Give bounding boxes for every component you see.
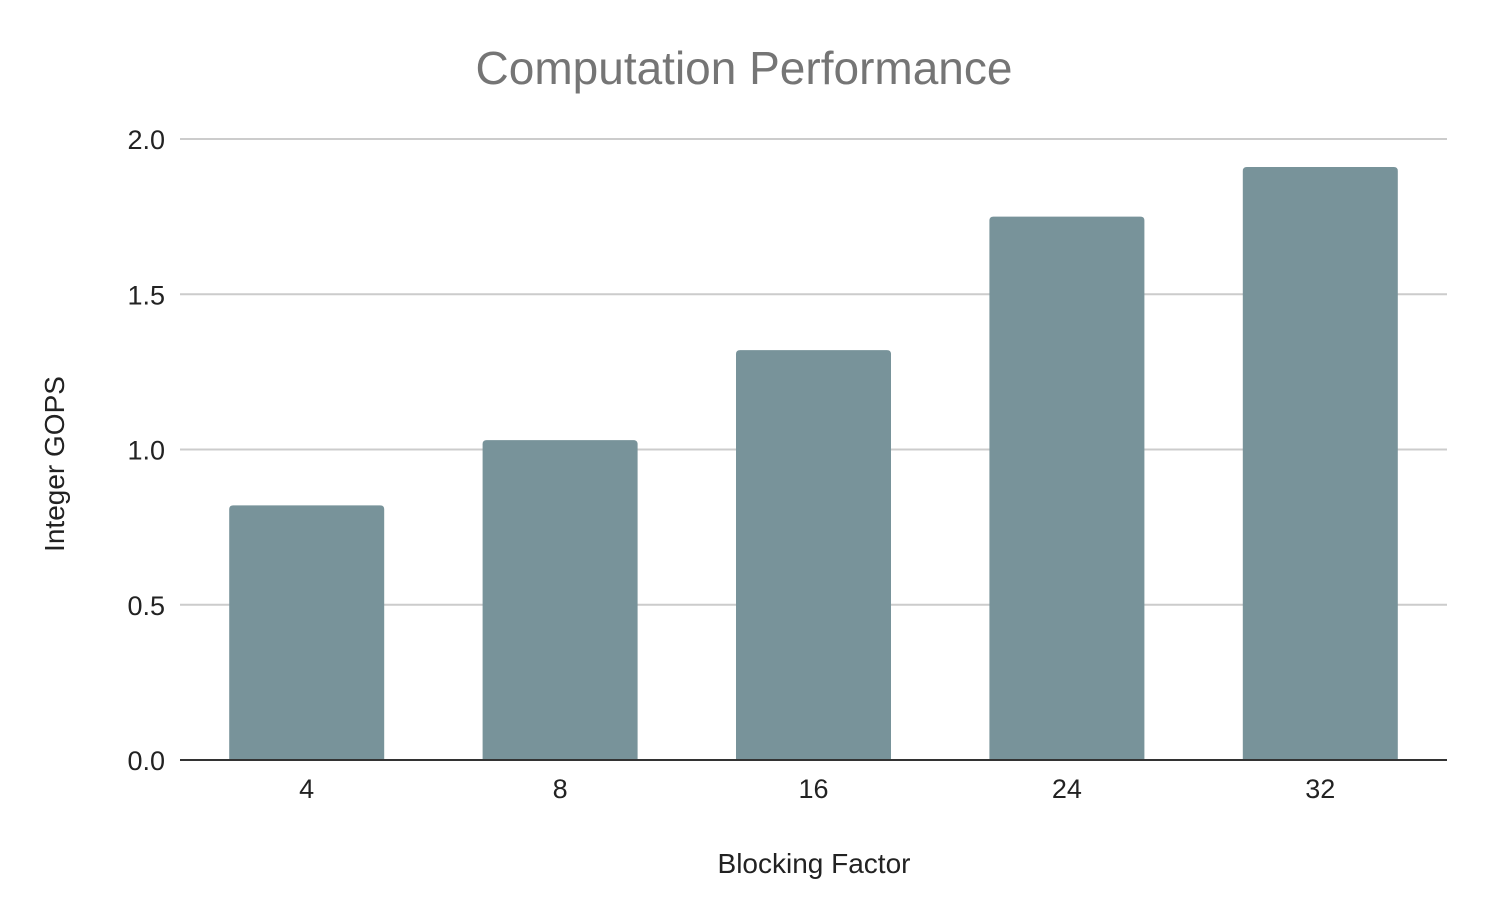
y-tick-label: 0.0 (127, 746, 165, 776)
y-axis-title: Integer GOPS (39, 376, 70, 552)
y-tick-label: 0.5 (127, 591, 165, 621)
chart-title: Computation Performance (476, 42, 1013, 94)
bar-24 (989, 216, 1145, 760)
bar-32 (1242, 166, 1398, 760)
x-axis-title: Blocking Factor (718, 848, 911, 879)
x-axis-ticks: 4 8 16 24 32 (299, 774, 1335, 804)
x-tick-label: 4 (299, 774, 314, 804)
x-tick-label: 32 (1305, 774, 1335, 804)
x-tick-label: 16 (798, 774, 828, 804)
y-tick-label: 1.5 (127, 280, 165, 310)
x-tick-label: 24 (1052, 774, 1082, 804)
x-tick-label: 8 (553, 774, 568, 804)
y-tick-label: 1.0 (127, 436, 165, 466)
bars (229, 166, 1398, 760)
bar-4 (229, 505, 385, 760)
bar-8 (482, 440, 638, 760)
y-axis-ticks: 0.0 0.5 1.0 1.5 2.0 (127, 125, 165, 776)
y-tick-label: 2.0 (127, 125, 165, 155)
bar-16 (736, 350, 891, 760)
